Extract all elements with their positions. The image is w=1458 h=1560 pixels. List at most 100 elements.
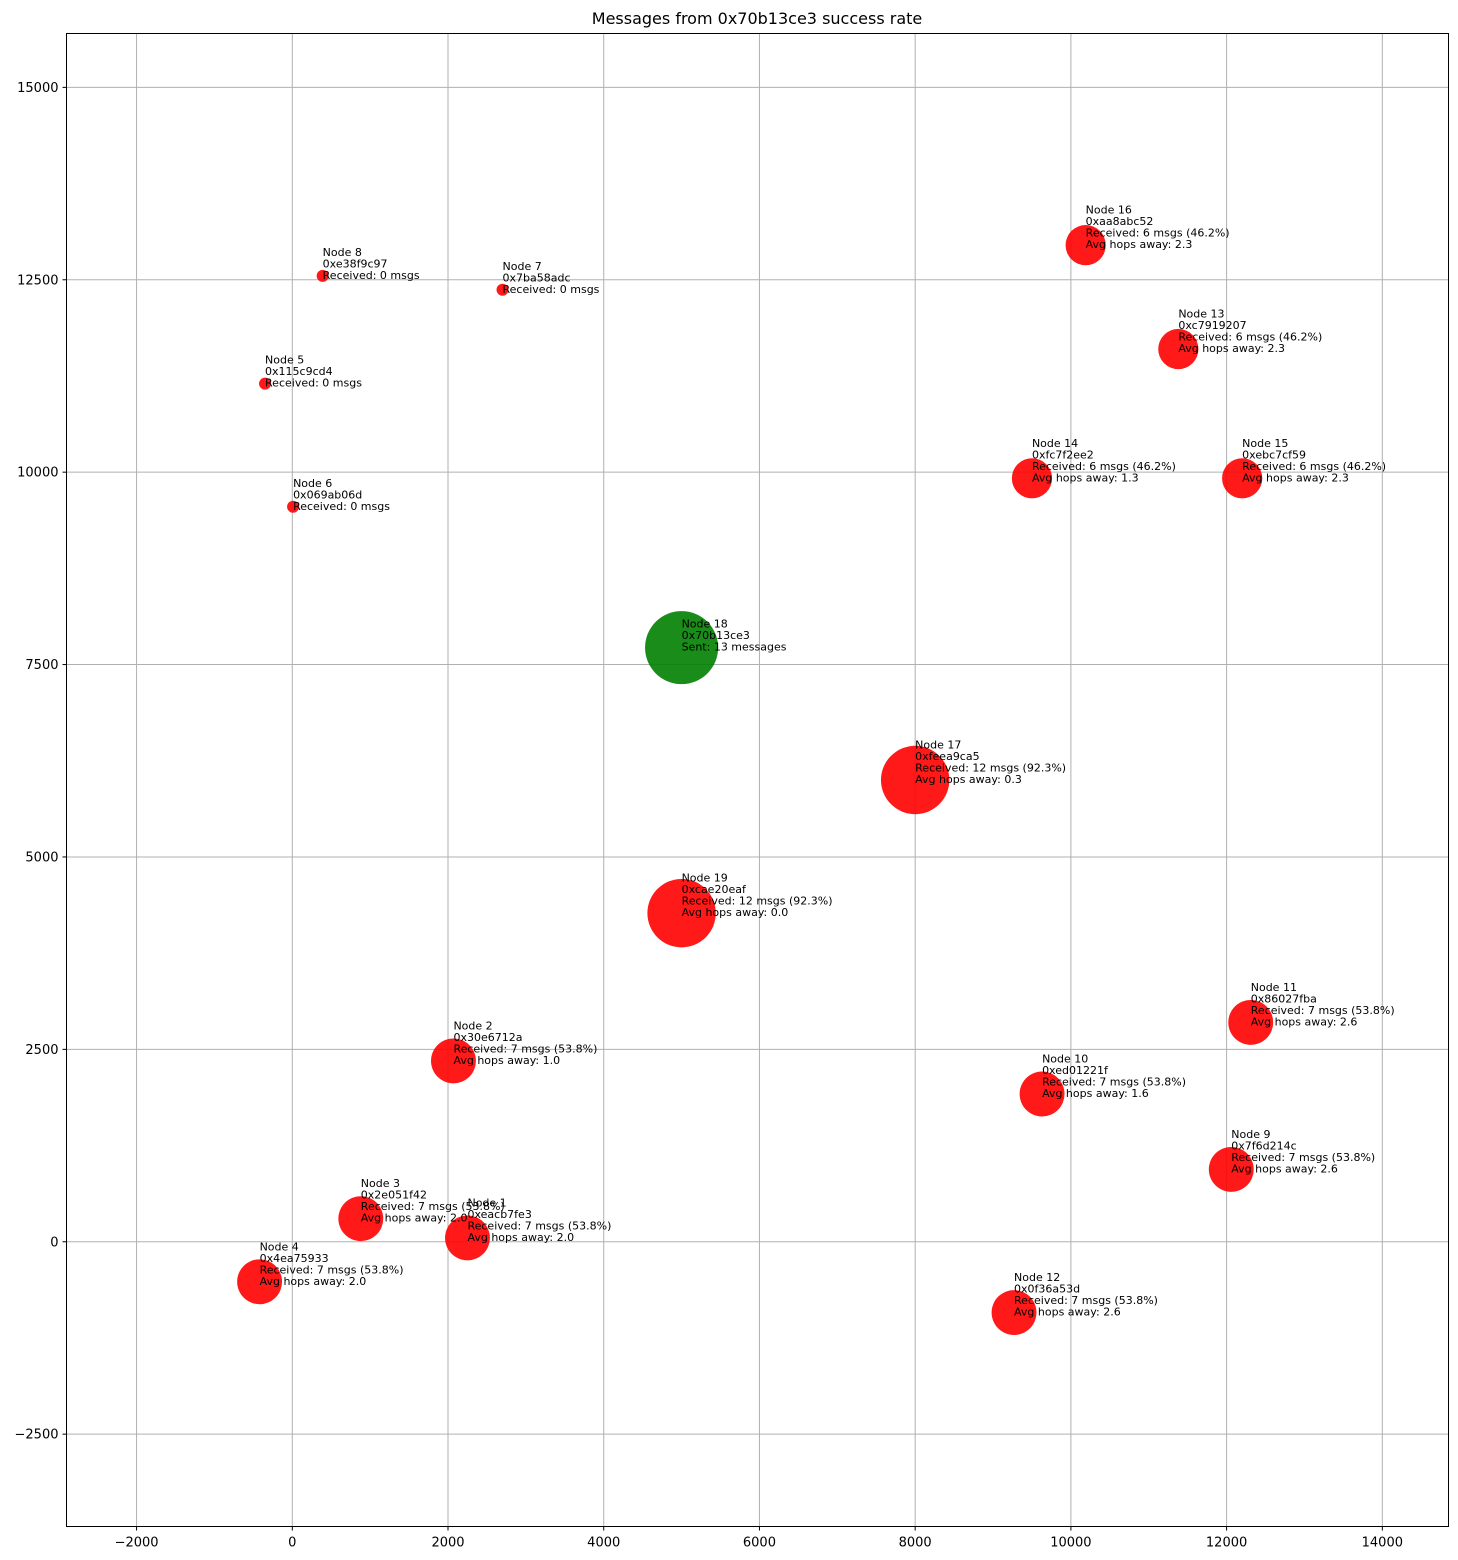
node-label-line: Sent: 13 messages xyxy=(682,641,787,654)
node-label-line: 0x0f36a53d xyxy=(1014,1283,1080,1296)
x-tick-label: 0 xyxy=(288,1536,296,1551)
node-label-line: Avg hops away: 2.0 xyxy=(260,1275,367,1288)
chart-title: Messages from 0x70b13ce3 success rate xyxy=(592,9,922,28)
node-label-line: Received: 12 msgs (92.3%) xyxy=(915,762,1066,775)
node-label-line: Avg hops away: 2.6 xyxy=(1231,1162,1338,1175)
node-label: Node 5 0x115c9cd4 Received: 0 msgs xyxy=(265,354,362,390)
node-point xyxy=(316,269,329,282)
node-label: Node 10 0xed01221f Received: 7 msgs (53.8%… xyxy=(1042,1052,1186,1100)
y-tick-label: 7500 xyxy=(25,658,58,673)
node-label: Node 8 0xe38f9c97 Received: 0 msgs xyxy=(323,246,420,282)
node-point xyxy=(237,1259,283,1305)
node-point xyxy=(445,1215,490,1261)
node-label-line: Received: 0 msgs xyxy=(293,500,390,513)
node-label-line: Received: 6 msgs (46.2%) xyxy=(1032,460,1176,473)
node-label-line: 0x70b13ce3 xyxy=(682,629,750,642)
node-point xyxy=(645,611,719,685)
node-label-line: 0x7ba58adc xyxy=(503,271,571,284)
node-label-line: Avg hops away: 2.3 xyxy=(1242,471,1349,484)
y-tick-label: 0 xyxy=(50,1235,58,1250)
node-label-line: 0xc7919207 xyxy=(1178,319,1246,332)
node-point xyxy=(1158,328,1199,370)
node-label-line: Avg hops away: 2.0 xyxy=(467,1231,574,1244)
node-label-line: 0xcae20eaf xyxy=(682,883,747,896)
y-tick-label: 12500 xyxy=(17,273,58,288)
node-label-line: Received: 7 msgs (53.8%) xyxy=(1251,1004,1395,1017)
node-label: Node 14 0xfc7f2ee2 Received: 6 msgs (46.2%… xyxy=(1032,437,1176,485)
node-label: Node 6 0x069ab06d Received: 0 msgs xyxy=(293,477,390,513)
node-label-line: 0xed01221f xyxy=(1042,1064,1109,1077)
node-label: Node 1 0xeacb7fe3 Received: 7 msgs (53.8%)… xyxy=(467,1196,611,1244)
node-label: Node 7 0x7ba58adc Received: 0 msgs xyxy=(503,260,600,296)
node-point xyxy=(1228,999,1274,1045)
node-label-line: Received: 7 msgs (53.8%) xyxy=(260,1263,404,1276)
node-label-line: Received: 6 msgs (46.2%) xyxy=(1178,331,1322,344)
node-label-line: Node 10 xyxy=(1042,1052,1088,1065)
node-point xyxy=(431,1038,476,1084)
node-label: Node 12 0x0f36a53d Received: 7 msgs (53.8%… xyxy=(1014,1271,1158,1319)
node-label-line: Received: 7 msgs (53.8%) xyxy=(1014,1294,1158,1307)
node-point xyxy=(647,878,716,948)
node-label-line: Received: 6 msgs (46.2%) xyxy=(1242,460,1386,473)
node-label-line: 0xfeea9ca5 xyxy=(915,750,979,763)
x-tick-label: 12000 xyxy=(1206,1536,1247,1551)
node-label: Node 3 0x2e051f42 Received: 7 msgs (53.8%)… xyxy=(361,1177,505,1225)
data-points xyxy=(237,225,1274,1336)
node-label: Node 2 0x30e6712a Received: 7 msgs (53.8%)… xyxy=(453,1019,597,1067)
node-label-line: Avg hops away: 2.6 xyxy=(1014,1306,1121,1319)
node-label-line: Avg hops away: 2.3 xyxy=(1178,342,1285,355)
node-label-line: 0xe38f9c97 xyxy=(323,257,388,270)
node-label: Node 17 0xfeea9ca5 Received: 12 msgs (92.3… xyxy=(915,739,1066,787)
node-label-line: Avg hops away: 2.0 xyxy=(361,1212,468,1225)
node-label-line: Received: 12 msgs (92.3%) xyxy=(682,895,833,908)
node-label-line: Node 6 xyxy=(293,477,332,490)
x-tick-label: 6000 xyxy=(743,1536,776,1551)
node-point xyxy=(496,283,509,296)
node-label-line: 0x2e051f42 xyxy=(361,1189,427,1202)
node-point xyxy=(338,1196,384,1242)
node-label-line: Avg hops away: 1.6 xyxy=(1042,1087,1149,1100)
node-label-line: Node 13 xyxy=(1178,308,1224,321)
node-label-line: 0xaa8abc52 xyxy=(1086,215,1154,228)
node-label: Node 4 0x4ea75933 Received: 7 msgs (53.8%)… xyxy=(260,1240,404,1288)
node-point xyxy=(1222,458,1263,499)
node-label-line: Node 5 xyxy=(265,354,304,367)
node-label-line: 0xfc7f2ee2 xyxy=(1032,448,1094,461)
node-label-line: Avg hops away: 0.0 xyxy=(682,906,789,919)
node-label: Node 15 0xebc7cf59 Received: 6 msgs (46.2%… xyxy=(1242,437,1386,485)
x-tick-label: 8000 xyxy=(899,1536,932,1551)
x-tick-label: 14000 xyxy=(1362,1536,1403,1551)
node-label-line: Node 12 xyxy=(1014,1271,1060,1284)
node-label-line: Received: 7 msgs (53.8%) xyxy=(1042,1075,1186,1088)
node-label-line: 0x4ea75933 xyxy=(260,1252,329,1265)
node-label-line: Node 4 xyxy=(260,1240,299,1253)
node-label: Node 16 0xaa8abc52 Received: 6 msgs (46.2%… xyxy=(1086,204,1230,252)
node-label-line: Node 2 xyxy=(453,1019,492,1032)
node-label-line: Node 19 xyxy=(682,872,728,885)
node-point xyxy=(1011,458,1053,499)
node-label-line: Avg hops away: 1.0 xyxy=(453,1054,560,1067)
node-label-line: Node 18 xyxy=(682,618,728,631)
node-point xyxy=(1019,1071,1065,1117)
node-label: Node 19 0xcae20eaf Received: 12 msgs (92.3… xyxy=(682,872,833,920)
node-label-line: Received: 0 msgs xyxy=(323,269,420,282)
node-label-line: Avg hops away: 2.6 xyxy=(1251,1015,1358,1028)
node-label-line: Node 17 xyxy=(915,739,961,752)
node-label-line: Node 15 xyxy=(1242,437,1288,450)
node-label-line: 0xebc7cf59 xyxy=(1242,448,1306,461)
node-point xyxy=(259,377,272,390)
node-label: Node 9 0x7f6d214c Received: 7 msgs (53.8%)… xyxy=(1231,1128,1375,1176)
node-label: Node 18 0x70b13ce3 Sent: 13 messages xyxy=(682,618,787,654)
y-tick-label: 2500 xyxy=(25,1043,58,1058)
node-label-line: Node 3 xyxy=(361,1177,400,1190)
node-point xyxy=(1065,225,1106,266)
y-tick-label: 15000 xyxy=(17,81,58,96)
node-label-line: Node 1 xyxy=(467,1196,506,1209)
node-label-line: Received: 7 msgs (53.8%) xyxy=(467,1219,611,1232)
node-label: Node 13 0xc7919207 Received: 6 msgs (46.2%… xyxy=(1178,308,1322,356)
node-label-line: Received: 0 msgs xyxy=(265,377,362,390)
node-label-line: Node 9 xyxy=(1231,1128,1270,1141)
y-tick-label: −2500 xyxy=(15,1428,59,1443)
node-label-line: Received: 6 msgs (46.2%) xyxy=(1086,227,1230,240)
point-annotations: Node 1 0xeacb7fe3 Received: 7 msgs (53.8%)… xyxy=(260,204,1395,1319)
